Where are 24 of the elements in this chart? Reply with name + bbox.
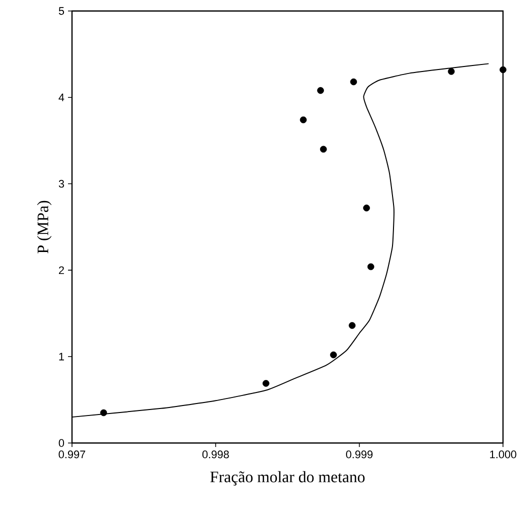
point <box>100 409 108 416</box>
point <box>363 204 370 212</box>
point <box>367 263 374 270</box>
y-tick-label: 3 <box>58 180 64 188</box>
y-tick-label: 1 <box>59 352 64 360</box>
point <box>500 66 506 74</box>
y-axis-title: P (MPa) <box>37 200 52 254</box>
point <box>448 68 455 75</box>
y-tick-label: 2 <box>58 266 64 274</box>
point <box>320 146 327 153</box>
y-tick-label: 4 <box>58 94 64 102</box>
y-tick-label: 5 <box>58 7 64 15</box>
point <box>262 380 270 387</box>
point <box>330 351 337 358</box>
point <box>317 87 324 94</box>
point <box>348 322 356 329</box>
point <box>350 78 357 86</box>
x-tick-label: 0.999 <box>346 450 373 458</box>
y-tick-label: 0 <box>58 439 64 447</box>
x-tick-label: 0.997 <box>58 450 86 458</box>
point <box>300 116 307 124</box>
x-tick-label: 1.000 <box>490 450 516 458</box>
x-tick-label: 0.998 <box>202 450 229 458</box>
x-axis-title: Fração molar do metano <box>210 471 365 486</box>
